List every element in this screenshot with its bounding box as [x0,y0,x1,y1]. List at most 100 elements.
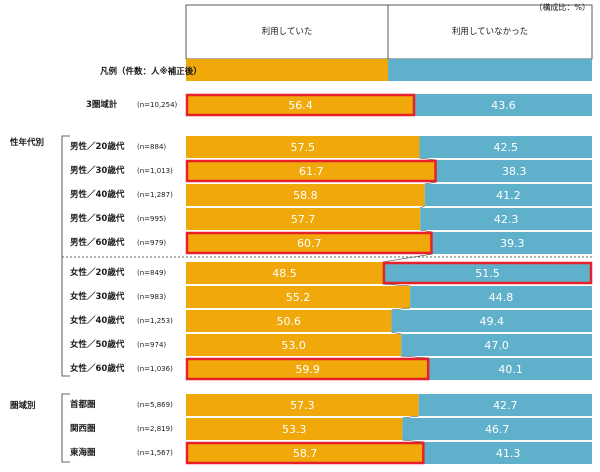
value-label-used-f60: 59.9 [295,363,320,376]
bar-not-used-f60 [429,358,592,380]
bar-not-used-f20 [382,262,592,284]
row-n-m40: (n=1,287) [137,191,173,199]
header-not-used: 利用していなかった [451,27,529,37]
highlight-box-f60 [185,357,430,381]
bar-not-used-m30 [436,160,592,182]
bar-used-f40 [186,310,392,332]
row-n-m30: (n=1,013) [137,167,173,175]
connector-line [420,205,425,209]
bar-not-used-f40 [391,310,592,332]
bar-used-total [186,94,415,116]
bar-not-used-shuto [418,394,592,416]
connector-line [419,157,437,161]
connector-line [401,355,430,359]
bar-not-used-m60 [432,232,592,254]
value-label-used-m20: 57.5 [290,141,315,154]
connector-line [382,253,433,263]
connector-line [391,307,411,311]
bar-used-m60 [186,232,433,254]
row-label-m30: 男性／30歳代 [70,166,125,176]
bar-used-m50 [186,208,421,230]
highlight-box-m30 [185,159,437,183]
value-label-used-shuto: 57.3 [290,399,315,412]
value-label-used-f30: 55.2 [286,291,311,304]
header-box [185,4,593,60]
bar-not-used-m50 [420,208,592,230]
row-label-m60: 男性／60歳代 [70,238,125,248]
value-label-not-used-total: 43.6 [491,99,516,112]
row-n-kansai: (n=2,819) [137,425,173,433]
connector-line [402,415,419,419]
row-n-total: (n=10,254) [137,101,178,109]
highlight-box-f20 [382,261,593,285]
value-label-not-used-m60: 39.3 [500,237,525,250]
value-label-not-used-tokai: 41.3 [496,447,521,460]
row-n-f50: (n=974) [137,341,167,349]
connector-line [402,439,425,443]
value-label-not-used-f40: 49.4 [479,315,504,328]
connector-line [420,229,433,233]
legend-swatch-used [186,59,388,81]
connector-line [391,331,402,335]
bar-used-kansai [186,418,403,440]
row-label-tokai: 東海圏 [70,448,96,458]
row-n-m20: (n=884) [137,143,167,151]
row-label-m50: 男性／50歳代 [70,214,125,224]
bar-not-used-kansai [402,418,592,440]
bar-not-used-f30 [410,286,592,308]
row-label-total: 3圏域計 [86,100,118,110]
row-n-tokai: (n=1,567) [137,449,173,457]
unit-note: （構成比：%） [534,3,590,12]
row-label-f40: 女性／40歳代 [70,316,125,326]
value-label-used-tokai: 58.7 [293,447,318,460]
row-n-m50: (n=995) [137,215,167,223]
value-label-not-used-kansai: 46.7 [485,423,510,436]
bar-used-tokai [186,442,425,464]
value-label-not-used-m20: 42.5 [493,141,518,154]
row-label-m20: 男性／20歳代 [70,142,125,152]
bar-not-used-tokai [424,442,592,464]
row-label-f20: 女性／20歳代 [70,268,125,278]
bar-used-m20 [186,136,420,158]
value-label-used-m50: 57.7 [291,213,316,226]
bar-used-f60 [186,358,430,380]
value-label-not-used-m30: 38.3 [502,165,527,178]
legend-caption: 凡例（件数：人※補正後） [100,67,202,77]
row-label-shuto: 首都圏 [70,400,96,410]
connector-line [382,283,411,287]
connector-line [424,181,437,185]
value-label-not-used-f30: 44.8 [489,291,514,304]
group-label-region: 圏域別 [10,401,36,411]
row-n-f60: (n=1,036) [137,365,173,373]
row-label-f50: 女性／50歳代 [70,340,125,350]
bar-not-used-f50 [401,334,592,356]
row-label-f60: 女性／60歳代 [70,364,125,374]
bar-used-f30 [186,286,411,308]
row-label-m40: 男性／40歳代 [70,190,125,200]
bar-used-f20 [186,262,383,284]
value-label-not-used-m50: 42.3 [494,213,519,226]
row-label-f30: 女性／30歳代 [70,292,125,302]
value-label-used-m30: 61.7 [299,165,324,178]
row-n-m60: (n=979) [137,239,167,247]
group-bracket-region [61,393,70,463]
row-n-f30: (n=983) [137,293,167,301]
bar-used-f50 [186,334,402,356]
bar-not-used-m40 [424,184,592,206]
bar-not-used-m20 [419,136,592,158]
highlight-box-tokai [185,441,425,465]
value-label-used-total: 56.4 [288,99,313,112]
value-label-used-f40: 50.6 [276,315,301,328]
group-label-age-gender: 性年代別 [10,138,45,148]
value-label-not-used-m40: 41.2 [496,189,521,202]
highlight-box-total [185,93,416,117]
value-label-used-m60: 60.7 [297,237,322,250]
value-label-not-used-f60: 40.1 [498,363,523,376]
legend-swatch-not-used [388,59,592,81]
bar-not-used-total [414,94,592,116]
value-label-used-kansai: 53.3 [282,423,307,436]
row-n-f20: (n=849) [137,269,167,277]
value-label-not-used-f50: 47.0 [484,339,509,352]
value-label-used-f20: 48.5 [272,267,297,280]
